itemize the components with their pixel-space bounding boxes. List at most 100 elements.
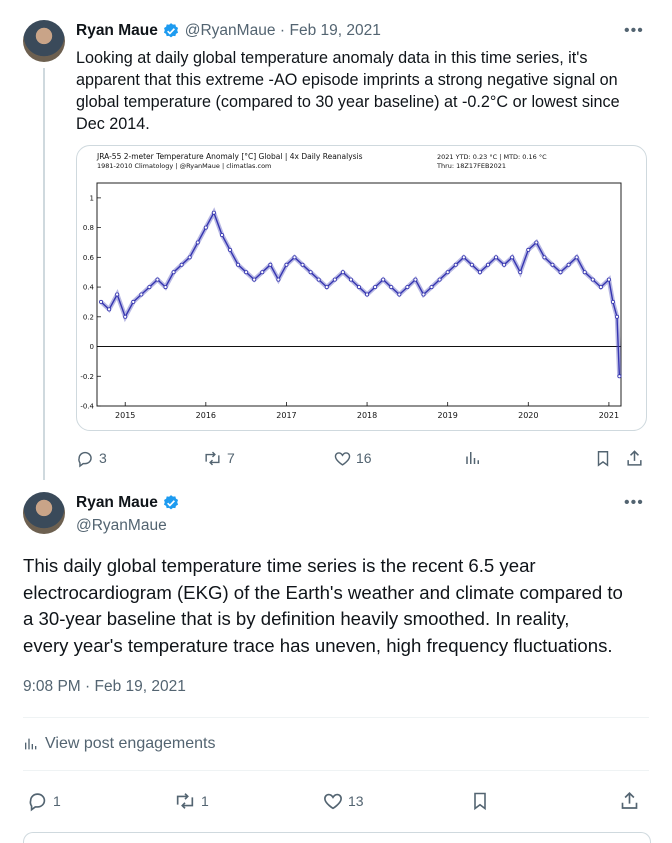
bookmark-icon — [597, 450, 609, 467]
data-point — [228, 247, 233, 252]
like-button[interactable]: 16 — [333, 449, 372, 468]
views-button[interactable] — [464, 449, 482, 467]
reply-button[interactable]: 3 — [76, 449, 107, 468]
data-point — [155, 277, 160, 282]
data-point — [123, 314, 128, 319]
share-button[interactable] — [625, 449, 644, 468]
data-point — [195, 240, 200, 245]
data-point — [582, 270, 587, 275]
data-point — [268, 262, 273, 267]
chart-card[interactable]: JRA-55 2-meter Temperature Anomaly [°C] … — [76, 145, 647, 431]
data-point — [405, 285, 410, 290]
data-point — [485, 262, 490, 267]
chart-image: JRA-55 2-meter Temperature Anomaly [°C] … — [80, 152, 622, 420]
data-point — [429, 285, 434, 290]
share-button[interactable] — [619, 790, 640, 812]
data-point — [332, 277, 337, 282]
repost-icon — [205, 451, 220, 465]
repost-icon — [176, 793, 194, 809]
author-handle[interactable]: @RyanMaue — [184, 22, 276, 40]
data-point — [566, 262, 571, 267]
chart-subtitle: 1981-2010 Climatology | @RyanMaue | clim… — [97, 162, 271, 170]
repost-button[interactable]: 7 — [202, 449, 235, 468]
data-point — [107, 307, 112, 312]
like-count: 16 — [356, 450, 372, 466]
data-point — [590, 277, 595, 282]
data-point — [252, 277, 257, 282]
avatar[interactable] — [23, 492, 65, 534]
data-point — [477, 270, 482, 275]
data-point — [614, 314, 619, 319]
engagements-label: View post engagements — [45, 735, 216, 752]
data-point — [308, 270, 313, 275]
data-point — [211, 210, 216, 215]
data-point — [348, 277, 353, 282]
data-point — [445, 270, 450, 275]
author-handle[interactable]: @RyanMaue — [76, 517, 167, 534]
share-icon — [621, 791, 638, 809]
reply-icon — [29, 793, 46, 812]
data-point — [461, 255, 466, 260]
data-point — [558, 270, 563, 275]
x-tick-label: 2018 — [357, 411, 377, 420]
bookmark-icon — [474, 792, 486, 811]
avatar[interactable] — [23, 20, 65, 62]
like-count: 13 — [348, 793, 364, 809]
views-icon — [25, 738, 37, 750]
tweet1-header: Ryan Maue @RyanMaue · Feb 19, 2021 — [76, 22, 381, 40]
chart-stats: 2021 YTD: 0.23 °C | MTD: 0.16 °C — [437, 153, 547, 161]
more-icon[interactable]: ••• — [624, 22, 644, 39]
post-date[interactable]: Feb 19, 2021 — [289, 22, 381, 40]
y-tick-label: 0.4 — [83, 284, 95, 292]
y-tick-label: 0.2 — [83, 313, 94, 321]
repost-count: 7 — [227, 450, 235, 466]
data-point — [510, 255, 515, 260]
x-tick-label: 2019 — [437, 411, 457, 420]
divider — [23, 770, 649, 771]
repost-button[interactable]: 1 — [173, 790, 209, 812]
data-point — [437, 277, 442, 282]
data-point — [550, 262, 555, 267]
data-point — [469, 262, 474, 267]
post-timestamp[interactable]: 9:08 PM · Feb 19, 2021 — [23, 678, 186, 695]
reply-count: 3 — [99, 450, 107, 466]
view-engagements-link[interactable]: View post engagements — [23, 735, 215, 753]
x-tick-label: 2021 — [599, 411, 619, 420]
reply-icon — [78, 451, 92, 467]
data-point — [617, 374, 622, 379]
y-tick-label: 1 — [90, 194, 94, 202]
data-point — [494, 255, 499, 260]
data-point — [179, 262, 184, 267]
author-name[interactable]: Ryan Maue — [76, 494, 158, 512]
more-icon[interactable]: ••• — [624, 494, 644, 511]
separator: · — [279, 22, 286, 40]
tweet2-line: every year's temperature trace has uneve… — [23, 634, 613, 656]
x-tick-label: 2020 — [518, 411, 538, 420]
like-icon — [324, 793, 342, 810]
bookmark-button[interactable] — [594, 449, 612, 468]
data-point — [574, 255, 579, 260]
data-point — [373, 285, 378, 290]
data-point — [115, 292, 120, 297]
y-tick-label: -0.2 — [80, 373, 94, 381]
data-point — [534, 240, 539, 245]
tweet2-actions: 1 1 13 — [23, 789, 649, 813]
author-name[interactable]: Ryan Maue — [76, 22, 158, 40]
data-point — [292, 255, 297, 260]
data-point — [397, 292, 402, 297]
thread-line — [43, 68, 45, 480]
verified-icon — [164, 495, 179, 510]
share-icon — [627, 449, 642, 466]
tweet2-header: Ryan Maue — [76, 494, 180, 512]
reply-button[interactable]: 1 — [27, 790, 61, 812]
x-tick-label: 2016 — [196, 411, 216, 420]
bookmark-button[interactable] — [470, 790, 490, 812]
data-point — [99, 299, 104, 304]
data-point — [139, 292, 144, 297]
data-point — [260, 270, 265, 275]
data-point — [502, 262, 507, 267]
data-point — [300, 262, 305, 267]
chart-thru: Thru: 18Z17FEB2021 — [436, 162, 506, 170]
data-point — [389, 285, 394, 290]
like-button[interactable]: 13 — [322, 790, 364, 812]
